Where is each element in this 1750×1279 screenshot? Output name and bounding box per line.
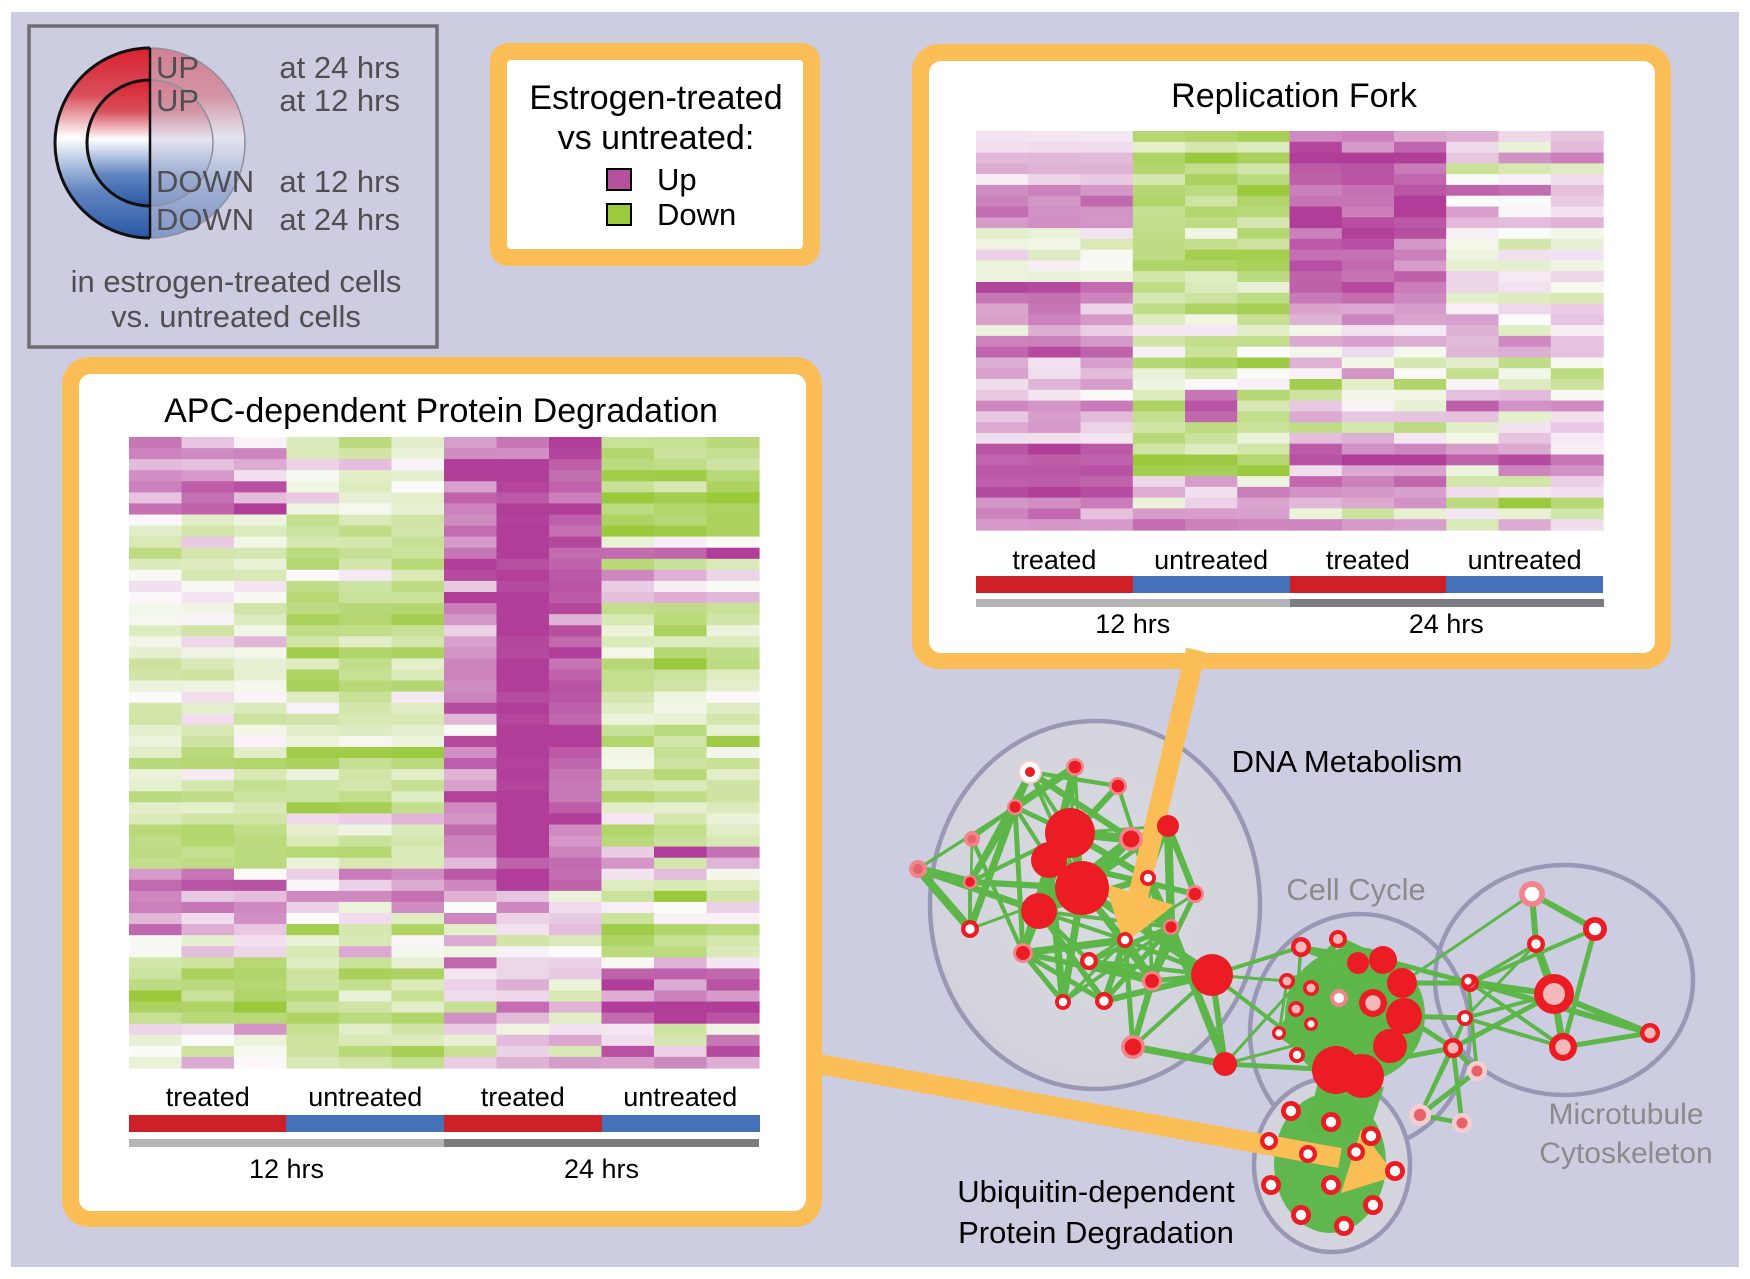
svg-text:Up: Up (657, 162, 697, 197)
svg-text:12 hrs: 12 hrs (249, 1154, 324, 1184)
svg-text:treated: treated (1326, 545, 1410, 575)
svg-text:at 12 hrs: at 12 hrs (279, 83, 400, 118)
svg-text:DOWN: DOWN (156, 164, 254, 199)
svg-text:untreated: untreated (308, 1082, 422, 1112)
svg-text:Cell Cycle: Cell Cycle (1286, 872, 1426, 907)
svg-text:12 hrs: 12 hrs (1095, 609, 1170, 639)
svg-text:untreated: untreated (1154, 545, 1268, 575)
svg-text:Microtubule: Microtubule (1548, 1098, 1703, 1131)
svg-text:vs untreated:: vs untreated: (558, 119, 755, 157)
svg-text:untreated: untreated (1468, 545, 1582, 575)
svg-text:UP: UP (156, 50, 199, 85)
svg-text:Ubiquitin-dependent: Ubiquitin-dependent (957, 1174, 1235, 1209)
svg-text:untreated: untreated (623, 1082, 737, 1112)
svg-text:Replication Fork: Replication Fork (1171, 77, 1418, 115)
svg-text:at 24 hrs: at 24 hrs (279, 50, 400, 85)
svg-text:Protein Degradation: Protein Degradation (958, 1215, 1234, 1250)
svg-text:24 hrs: 24 hrs (564, 1154, 639, 1184)
svg-text:at 12 hrs: at 12 hrs (279, 164, 400, 199)
svg-text:Cytoskeleton: Cytoskeleton (1539, 1137, 1712, 1170)
svg-text:Estrogen-treated: Estrogen-treated (529, 79, 782, 117)
svg-text:treated: treated (481, 1082, 565, 1112)
svg-text:vs. untreated cells: vs. untreated cells (111, 299, 361, 334)
svg-text:treated: treated (1012, 545, 1096, 575)
svg-text:UP: UP (156, 83, 199, 118)
svg-text:Down: Down (657, 197, 736, 232)
svg-text:in estrogen-treated cells: in estrogen-treated cells (71, 264, 402, 299)
svg-text:DNA Metabolism: DNA Metabolism (1232, 744, 1463, 779)
svg-text:APC-dependent Protein Degradat: APC-dependent Protein Degradation (164, 392, 718, 430)
svg-text:treated: treated (166, 1082, 250, 1112)
svg-text:DOWN: DOWN (156, 202, 254, 237)
svg-text:24 hrs: 24 hrs (1409, 609, 1484, 639)
svg-text:at 24 hrs: at 24 hrs (279, 202, 400, 237)
